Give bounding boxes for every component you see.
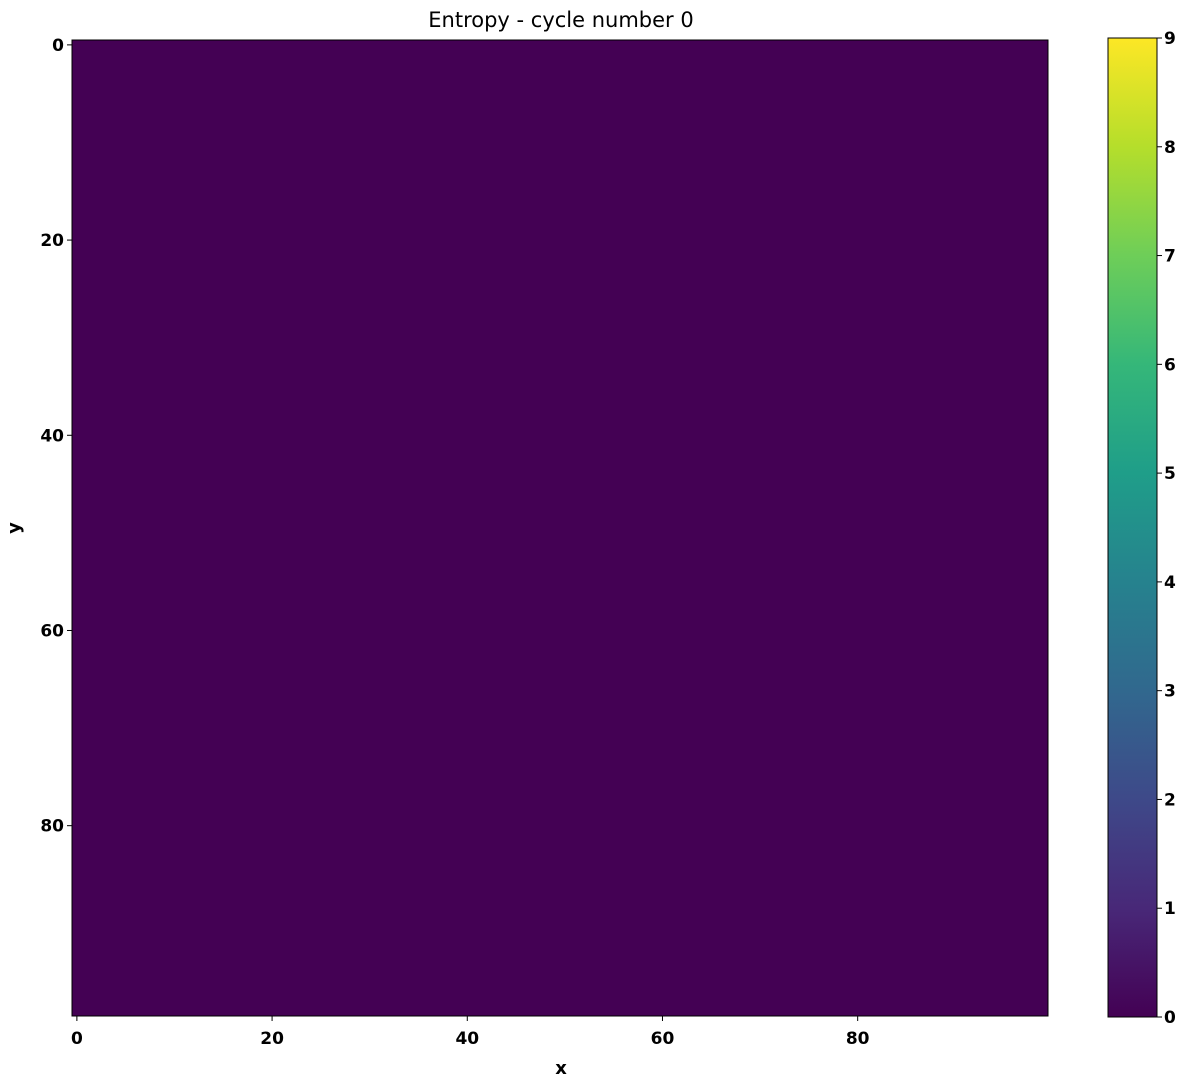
colorbar-tick-label: 9 (1164, 29, 1176, 49)
plot-frame (71, 39, 1049, 1017)
colorbar-tick-label: 7 (1164, 247, 1176, 267)
y-tick-label: 40 (40, 426, 64, 446)
x-axis-label: x (555, 1058, 567, 1079)
x-tick-label: 20 (260, 1029, 284, 1049)
x-tick-label: 0 (71, 1029, 83, 1049)
x-tick-label: 60 (651, 1029, 675, 1049)
colorbar-tick-label: 2 (1164, 790, 1176, 810)
colorbar (1107, 37, 1158, 1018)
colorbar-tick-label: 5 (1164, 464, 1176, 484)
y-tick-label: 60 (40, 621, 64, 641)
colorbar-tick-label: 0 (1164, 1008, 1176, 1028)
y-tick-label: 80 (40, 817, 64, 837)
y-tick-label: 0 (52, 36, 64, 56)
colorbar-tick-label: 8 (1164, 138, 1176, 158)
y-axis-ticks: 0 20 40 60 80 (40, 36, 72, 837)
x-axis-ticks: 0 20 40 60 80 (71, 1016, 870, 1049)
colorbar-tick-label: 3 (1164, 682, 1176, 702)
colorbar-ticks: 0 1 2 3 4 5 6 7 8 9 (1157, 29, 1176, 1028)
y-tick-label: 20 (40, 231, 64, 251)
y-axis-label: y (4, 522, 25, 534)
colorbar-tick-label: 1 (1164, 899, 1176, 919)
x-tick-label: 40 (455, 1029, 479, 1049)
chart-title: Entropy - cycle number 0 (428, 8, 693, 32)
colorbar-tick-label: 6 (1164, 355, 1176, 375)
colorbar-tick-label: 4 (1164, 573, 1176, 593)
x-tick-label: 80 (846, 1029, 870, 1049)
heatmap-cells (72, 40, 1048, 1016)
